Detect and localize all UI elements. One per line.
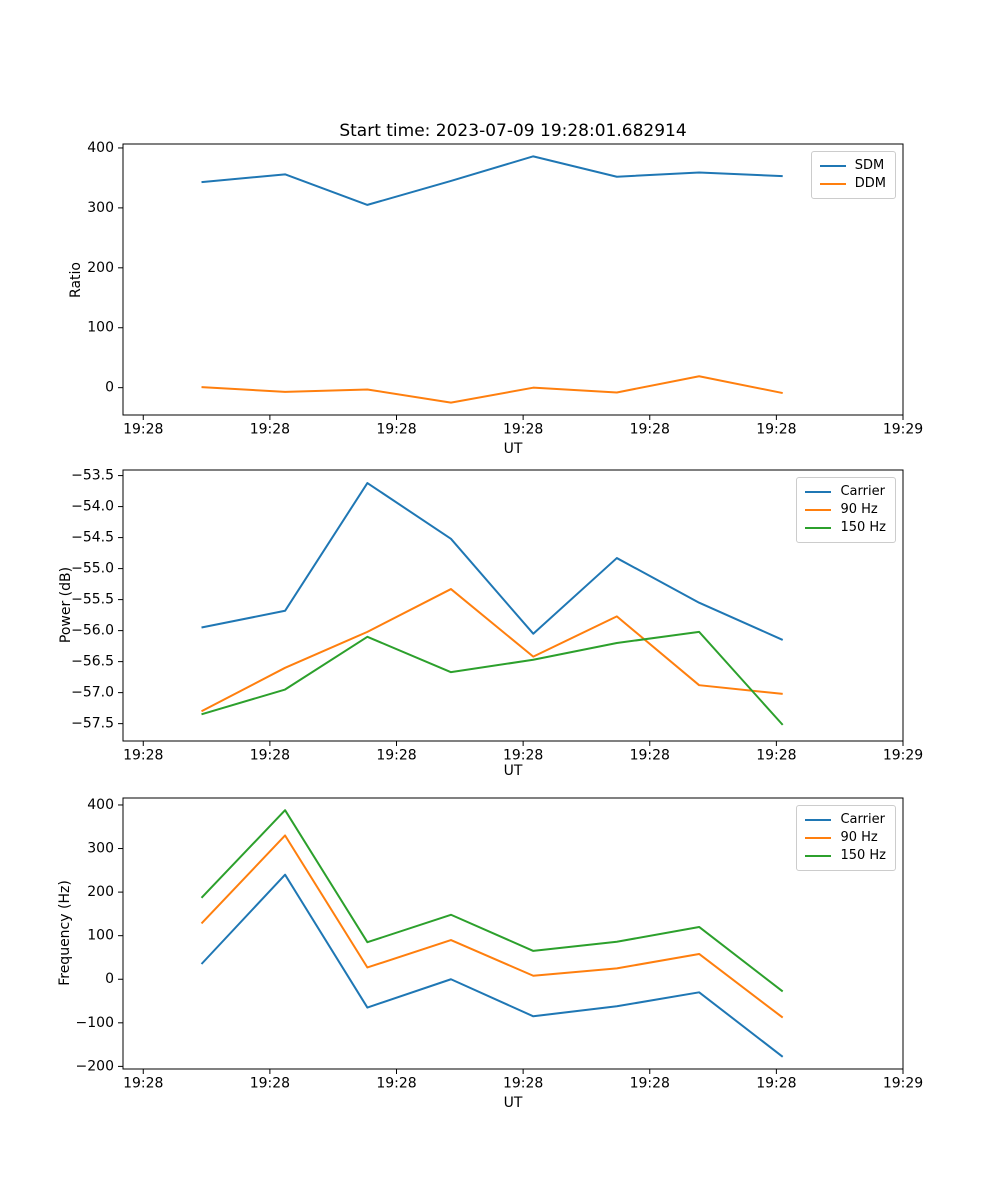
legend-subplot-1: SDM DDM bbox=[810, 151, 896, 199]
series-line-90-hz bbox=[200, 834, 784, 1019]
legend-label: 150 Hz bbox=[840, 848, 886, 863]
x-tick-label: 19:28 bbox=[756, 748, 796, 764]
legend-item-90-hz: 90 Hz bbox=[805, 501, 886, 519]
x-tick-label: 19:28 bbox=[123, 1076, 163, 1092]
ylabel-power: Power (dB) bbox=[58, 566, 74, 644]
legend-label: 90 Hz bbox=[840, 502, 878, 517]
legend-item-90-hz: 90 Hz bbox=[805, 829, 886, 847]
x-tick-label: 19:28 bbox=[503, 1076, 543, 1092]
legend-line-swatch bbox=[805, 491, 832, 493]
y-tick-label: 100 bbox=[87, 320, 114, 336]
legend-label: DDM bbox=[854, 176, 886, 191]
series-line-carrier bbox=[201, 482, 784, 641]
y-tick-label: −57.5 bbox=[71, 716, 114, 732]
x-tick-label: 19:28 bbox=[503, 422, 543, 438]
ylabel-ratio: Ratio bbox=[68, 262, 84, 298]
legend-item-carrier: Carrier bbox=[805, 811, 886, 829]
series-line-150-hz bbox=[200, 809, 784, 993]
legend-label: 150 Hz bbox=[840, 520, 886, 535]
y-tick-label: 300 bbox=[87, 200, 114, 216]
legend-label: Carrier bbox=[840, 812, 885, 827]
legend-label: SDM bbox=[854, 158, 885, 173]
legend-label: 90 Hz bbox=[840, 830, 878, 845]
y-tick-label: −55.0 bbox=[71, 561, 114, 577]
series-line-sdm bbox=[201, 155, 783, 206]
x-tick-label: 19:28 bbox=[250, 748, 290, 764]
legend-subplot-2: Carrier 90 Hz 150 Hz bbox=[796, 477, 896, 543]
y-tick-label: 400 bbox=[87, 140, 114, 156]
y-tick-label: −56.0 bbox=[71, 623, 114, 639]
legend-item-150-hz: 150 Hz bbox=[805, 519, 886, 537]
x-tick-label: 19:28 bbox=[630, 1076, 670, 1092]
y-tick-label: 200 bbox=[87, 884, 114, 900]
xlabel-ut-1: UT bbox=[503, 441, 523, 457]
legend-label: Carrier bbox=[840, 484, 885, 499]
y-tick-label: −54.0 bbox=[71, 499, 114, 515]
x-tick-label: 19:29 bbox=[883, 422, 923, 438]
y-tick-label: −100 bbox=[76, 1015, 114, 1031]
y-tick-label: 400 bbox=[87, 797, 114, 813]
x-tick-label: 19:28 bbox=[630, 422, 670, 438]
legend-item-carrier: Carrier bbox=[805, 483, 886, 501]
y-tick-label: −55.5 bbox=[71, 592, 114, 608]
legend-line-swatch bbox=[805, 509, 832, 511]
y-tick-label: 200 bbox=[87, 260, 114, 276]
series-line-carrier bbox=[200, 873, 784, 1058]
x-tick-label: 19:28 bbox=[503, 748, 543, 764]
legend-subplot-3: Carrier 90 Hz 150 Hz bbox=[796, 805, 896, 871]
ylabel-frequency: Frequency (Hz) bbox=[57, 880, 73, 986]
y-tick-label: −200 bbox=[76, 1058, 114, 1074]
legend-line-swatch bbox=[805, 837, 832, 839]
series-line-90-hz bbox=[201, 588, 783, 713]
y-tick-label: −57.0 bbox=[71, 685, 114, 701]
axes-spine bbox=[122, 143, 904, 416]
axes-spine bbox=[122, 469, 904, 742]
x-tick-label: 19:28 bbox=[376, 1076, 416, 1092]
xlabel-ut-2: UT bbox=[503, 763, 523, 779]
series-line-ddm bbox=[201, 375, 783, 404]
legend-item-150-hz: 150 Hz bbox=[805, 847, 886, 865]
y-tick-label: 0 bbox=[105, 971, 114, 987]
x-tick-label: 19:28 bbox=[250, 422, 290, 438]
axes-spine bbox=[122, 797, 904, 1070]
legend-line-swatch bbox=[805, 855, 832, 857]
subplot-3: 19:28 19:28 19:28 19:28 19:28 19:28 19:29 −200 −… bbox=[76, 797, 924, 1092]
legend-line-swatch bbox=[805, 527, 832, 529]
x-tick-label: 19:28 bbox=[123, 422, 163, 438]
figure-title: Start time: 2023-07-09 19:28:01.682914 bbox=[339, 121, 687, 141]
legend-item-ddm: DDM bbox=[819, 175, 886, 193]
y-tick-label: −54.5 bbox=[71, 530, 114, 546]
y-tick-label: −53.5 bbox=[71, 468, 114, 484]
x-tick-label: 19:28 bbox=[756, 1076, 796, 1092]
x-tick-label: 19:28 bbox=[756, 422, 796, 438]
subplot-1: 19:28 19:28 19:28 19:28 19:28 19:28 19:29 0 100 2… bbox=[87, 140, 923, 438]
y-tick-label: −56.5 bbox=[71, 654, 114, 670]
series-line-150-hz bbox=[201, 630, 784, 726]
subplot-2: 19:28 19:28 19:28 19:28 19:28 19:28 19:29 −57.5… bbox=[71, 468, 923, 764]
y-tick-label: 100 bbox=[87, 928, 114, 944]
x-tick-label: 19:28 bbox=[376, 422, 416, 438]
y-tick-label: 300 bbox=[87, 841, 114, 857]
x-tick-label: 19:29 bbox=[883, 1076, 923, 1092]
x-tick-label: 19:29 bbox=[883, 748, 923, 764]
x-tick-label: 19:28 bbox=[250, 1076, 290, 1092]
legend-line-swatch bbox=[819, 165, 846, 167]
xlabel-ut-3: UT bbox=[503, 1095, 523, 1111]
x-tick-label: 19:28 bbox=[376, 748, 416, 764]
x-tick-label: 19:28 bbox=[123, 748, 163, 764]
legend-line-swatch bbox=[819, 183, 846, 185]
x-tick-label: 19:28 bbox=[630, 748, 670, 764]
legend-item-sdm: SDM bbox=[819, 157, 886, 175]
legend-line-swatch bbox=[805, 819, 832, 821]
y-tick-label: 0 bbox=[105, 380, 114, 396]
